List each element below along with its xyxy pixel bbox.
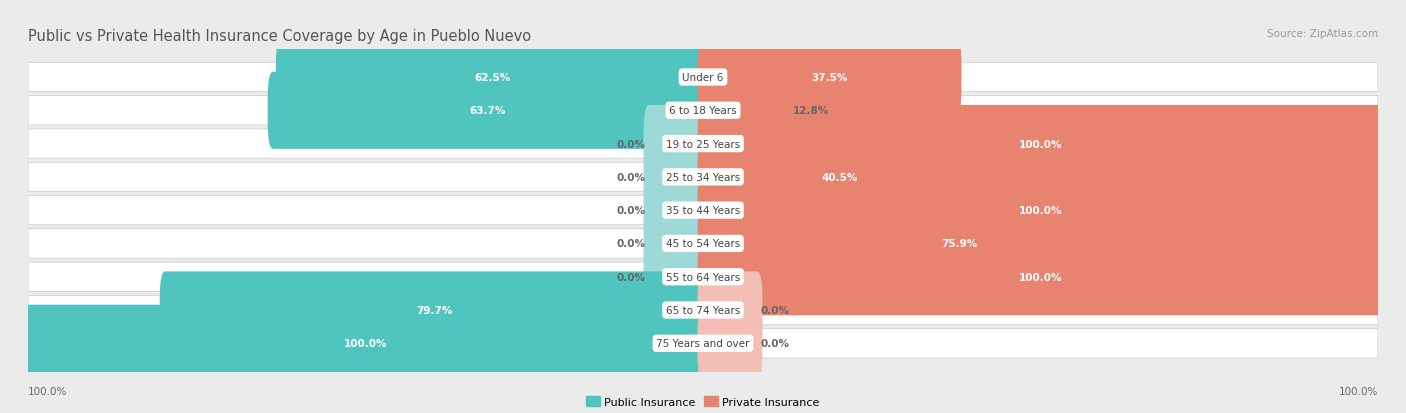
Text: 40.5%: 40.5% [821,173,858,183]
FancyBboxPatch shape [697,272,762,349]
FancyBboxPatch shape [28,329,1378,358]
Text: 75.9%: 75.9% [941,239,977,249]
FancyBboxPatch shape [644,106,709,183]
FancyBboxPatch shape [697,106,1384,183]
FancyBboxPatch shape [697,139,981,216]
Legend: Public Insurance, Private Insurance: Public Insurance, Private Insurance [582,392,824,411]
FancyBboxPatch shape [28,229,1378,259]
Text: 35 to 44 Years: 35 to 44 Years [666,206,740,216]
Text: 25 to 34 Years: 25 to 34 Years [666,173,740,183]
FancyBboxPatch shape [644,139,709,216]
FancyBboxPatch shape [697,239,1384,316]
Text: 19 to 25 Years: 19 to 25 Years [666,139,740,149]
Text: 37.5%: 37.5% [811,73,848,83]
Text: 0.0%: 0.0% [761,305,789,315]
Text: 55 to 64 Years: 55 to 64 Years [666,272,740,282]
Text: 0.0%: 0.0% [761,339,789,349]
FancyBboxPatch shape [160,272,709,349]
Text: 0.0%: 0.0% [617,272,645,282]
FancyBboxPatch shape [697,39,962,116]
Text: 45 to 54 Years: 45 to 54 Years [666,239,740,249]
Text: 12.8%: 12.8% [793,106,830,116]
Text: 100.0%: 100.0% [1019,206,1062,216]
Text: 100.0%: 100.0% [1019,139,1062,149]
Text: 100.0%: 100.0% [28,387,67,396]
Text: 100.0%: 100.0% [1019,272,1062,282]
Text: Public vs Private Health Insurance Coverage by Age in Pueblo Nuevo: Public vs Private Health Insurance Cover… [28,29,531,44]
FancyBboxPatch shape [22,305,709,382]
Text: 63.7%: 63.7% [470,106,506,116]
FancyBboxPatch shape [644,239,709,316]
FancyBboxPatch shape [267,72,709,150]
FancyBboxPatch shape [697,72,794,150]
Text: 75 Years and over: 75 Years and over [657,339,749,349]
FancyBboxPatch shape [28,96,1378,126]
FancyBboxPatch shape [28,196,1378,225]
Text: 0.0%: 0.0% [617,239,645,249]
FancyBboxPatch shape [28,63,1378,93]
Text: Under 6: Under 6 [682,73,724,83]
Text: 0.0%: 0.0% [617,139,645,149]
FancyBboxPatch shape [28,262,1378,292]
FancyBboxPatch shape [644,205,709,282]
FancyBboxPatch shape [276,39,709,116]
Text: Source: ZipAtlas.com: Source: ZipAtlas.com [1267,29,1378,39]
Text: 100.0%: 100.0% [344,339,387,349]
FancyBboxPatch shape [697,172,1384,249]
FancyBboxPatch shape [697,305,762,382]
FancyBboxPatch shape [644,172,709,249]
FancyBboxPatch shape [28,130,1378,159]
FancyBboxPatch shape [697,205,1220,282]
FancyBboxPatch shape [28,296,1378,325]
Text: 65 to 74 Years: 65 to 74 Years [666,305,740,315]
Text: 79.7%: 79.7% [416,305,453,315]
Text: 0.0%: 0.0% [617,173,645,183]
Text: 100.0%: 100.0% [1339,387,1378,396]
Text: 6 to 18 Years: 6 to 18 Years [669,106,737,116]
Text: 0.0%: 0.0% [617,206,645,216]
Text: 62.5%: 62.5% [474,73,510,83]
FancyBboxPatch shape [28,163,1378,192]
